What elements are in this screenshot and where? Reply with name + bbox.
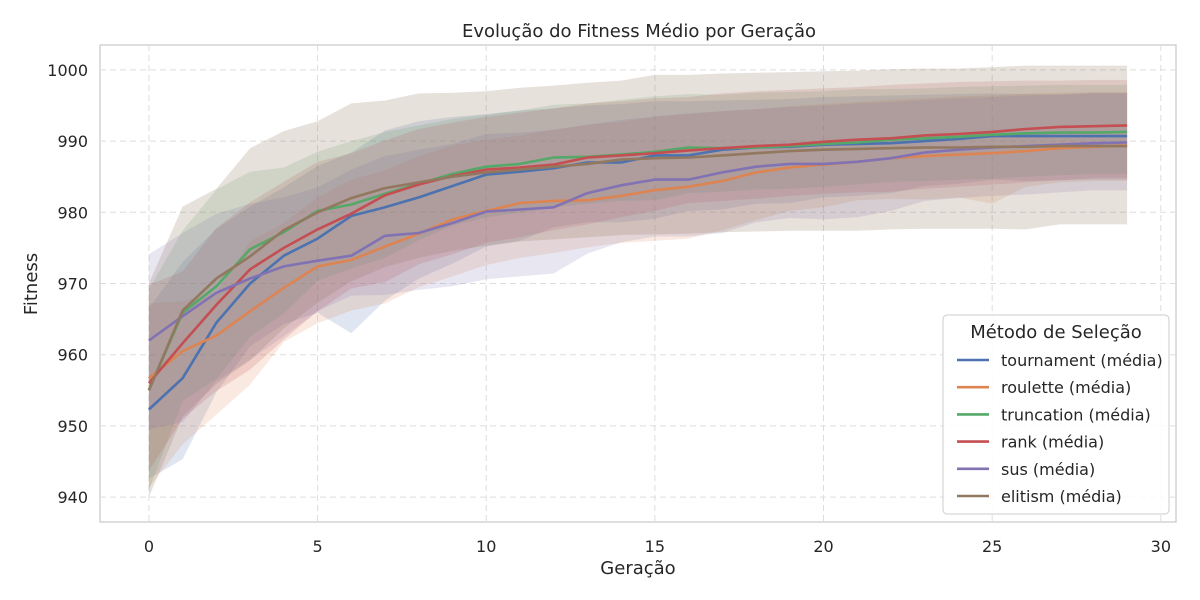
x-tick-labels: 0 5 10 15 20 25 30 bbox=[144, 537, 1171, 556]
x-axis-label: Geração bbox=[600, 558, 675, 579]
series-lines bbox=[147, 124, 1128, 411]
tournament-band bbox=[148, 93, 1128, 479]
x-tick-label: 0 bbox=[144, 537, 154, 556]
rank-line bbox=[147, 124, 1128, 385]
legend-label-truncation: truncation (média) bbox=[1001, 405, 1151, 424]
sus-band bbox=[148, 92, 1128, 430]
elitism-line bbox=[147, 144, 1128, 391]
elitism-band bbox=[148, 65, 1128, 498]
legend-box bbox=[942, 314, 1170, 515]
rank-band bbox=[148, 79, 1128, 471]
legend: Método de Seleção tournament (média) roul… bbox=[942, 314, 1170, 515]
legend-label-rank: rank (média) bbox=[1001, 433, 1104, 452]
x-tick-label: 5 bbox=[312, 537, 322, 556]
legend-label-roulette: roulette (média) bbox=[1001, 378, 1131, 397]
legend-title: Método de Seleção bbox=[970, 322, 1142, 343]
x-tick-label: 10 bbox=[476, 537, 496, 556]
roulette-line bbox=[148, 144, 1128, 380]
x-tick-label: 20 bbox=[813, 537, 833, 556]
y-tick-label: 1000 bbox=[47, 61, 88, 80]
y-tick-labels: 940 950 960 970 980 990 1000 bbox=[47, 61, 88, 507]
y-tick-label: 980 bbox=[57, 203, 88, 222]
y-tick-label: 970 bbox=[57, 275, 88, 294]
y-axis-label: Fitness bbox=[21, 253, 42, 315]
x-tick-label: 15 bbox=[645, 537, 665, 556]
sus-line bbox=[148, 141, 1128, 342]
legend-label-elitism: elitism (média) bbox=[1001, 487, 1122, 506]
y-tick-label: 960 bbox=[57, 346, 88, 365]
legend-label-tournament: tournament (média) bbox=[1001, 351, 1163, 370]
chart-title: Evolução do Fitness Médio por Geração bbox=[462, 21, 816, 42]
y-tick-label: 940 bbox=[57, 488, 88, 507]
x-tick-label: 25 bbox=[982, 537, 1002, 556]
x-tick-label: 30 bbox=[1151, 537, 1171, 556]
legend-items: tournament (média) roulette (média) trunca… bbox=[957, 351, 1163, 506]
y-tick-label: 990 bbox=[57, 132, 88, 151]
y-tick-label: 950 bbox=[57, 417, 88, 436]
legend-label-sus: sus (média) bbox=[1001, 460, 1095, 479]
